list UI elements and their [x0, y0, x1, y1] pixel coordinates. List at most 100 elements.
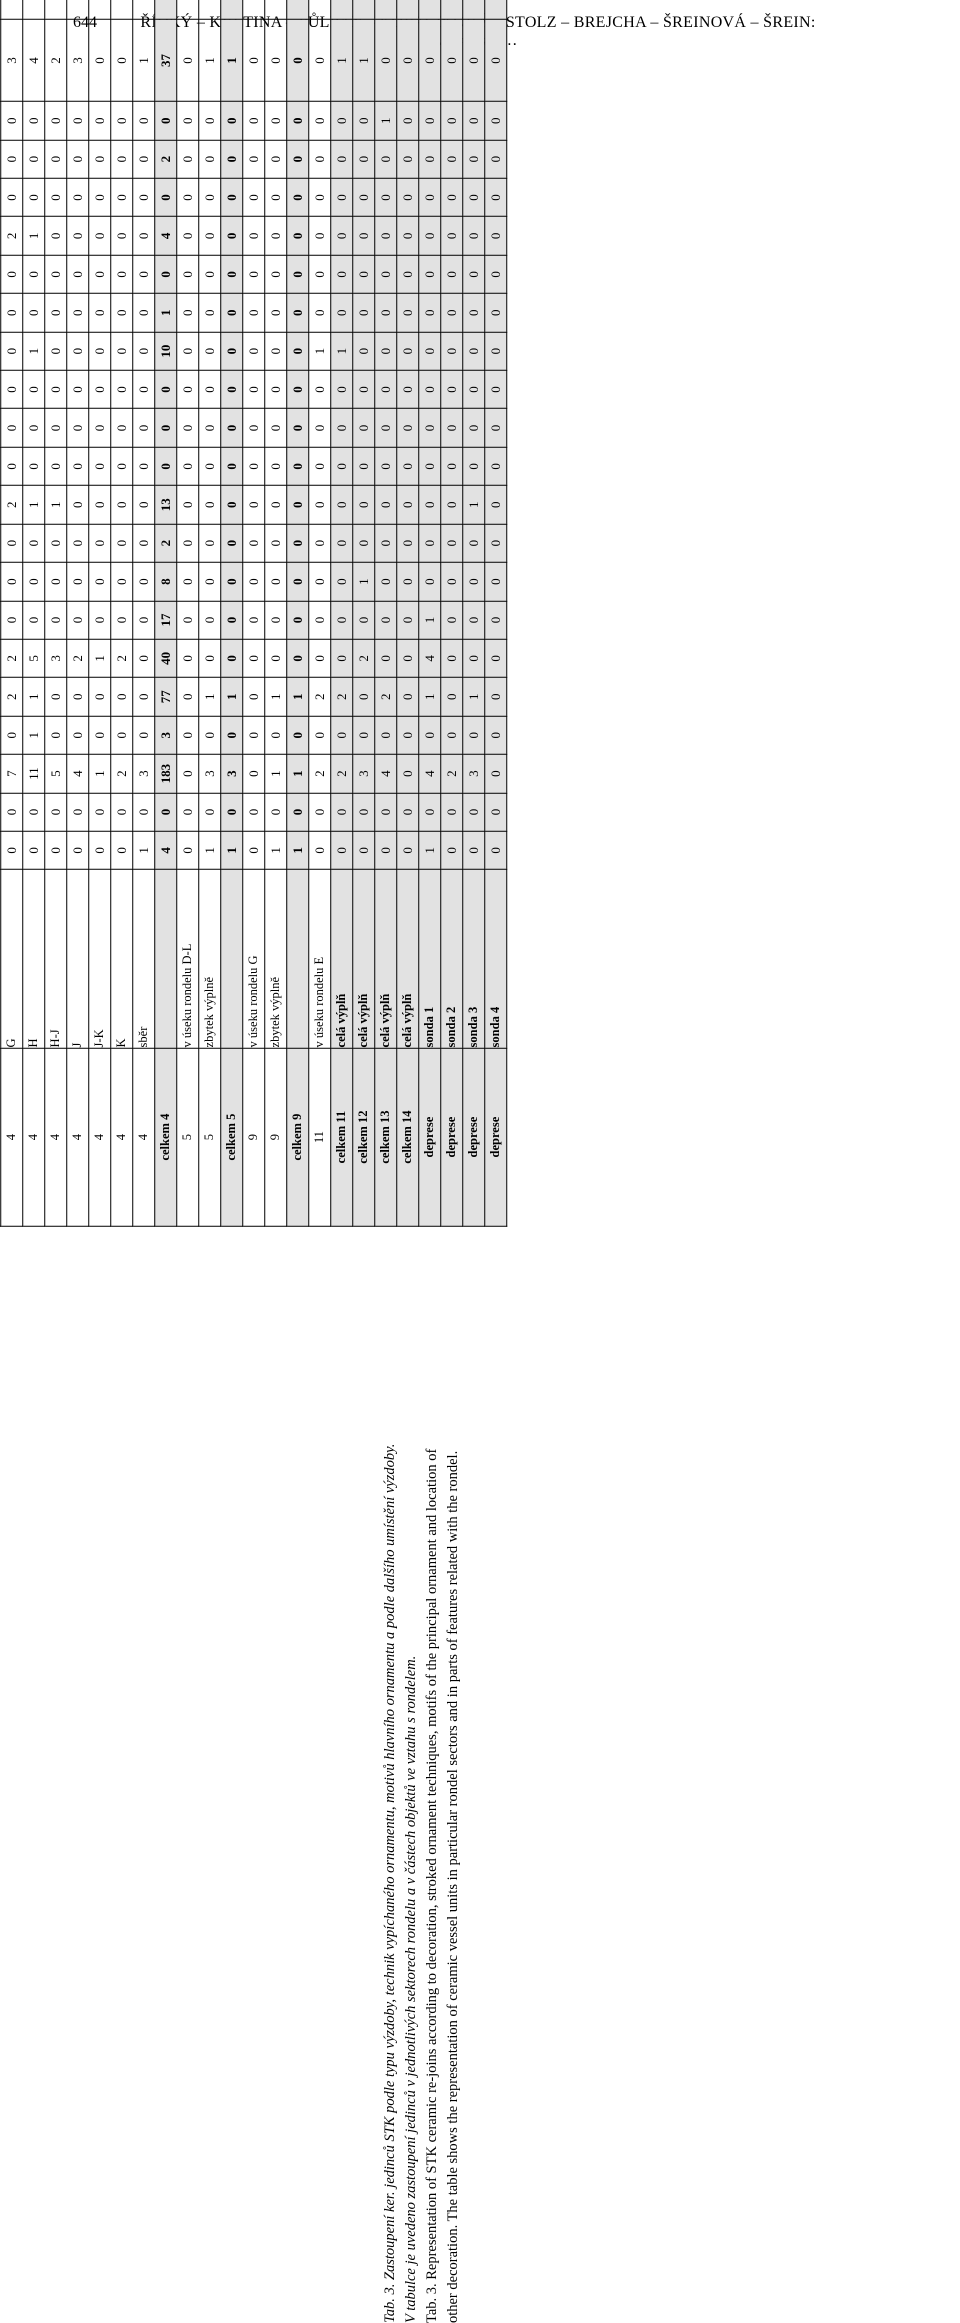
- cell-value: 0: [242, 447, 264, 485]
- cell-value: 0: [176, 486, 198, 524]
- cell-value: 0: [286, 486, 308, 524]
- cell-value: 0: [44, 102, 66, 140]
- cell-sektor: sonda 2: [440, 870, 462, 1048]
- cell-value: 0: [396, 447, 418, 485]
- cell-value: 0: [110, 409, 132, 447]
- cell-value: 0: [132, 370, 154, 408]
- cell-value: 0: [374, 409, 396, 447]
- cell-value: 0: [396, 332, 418, 370]
- cell-value: 1: [198, 678, 220, 716]
- cell-value: 0: [44, 294, 66, 332]
- cell-value: 3: [198, 754, 220, 792]
- cell-value: 0: [330, 601, 352, 639]
- cell-value: 0: [352, 486, 374, 524]
- cell-value: 0: [0, 524, 22, 562]
- cell-value: 1: [44, 486, 66, 524]
- cell-value: 3: [66, 19, 88, 101]
- cell-value: 0: [132, 447, 154, 485]
- cell-value: 0: [264, 716, 286, 754]
- cell-value: 0: [110, 831, 132, 869]
- cell-value: 2: [154, 524, 176, 562]
- cell-value: 0: [352, 370, 374, 408]
- cell-value: 0: [374, 831, 396, 869]
- cell-value: 0: [22, 793, 44, 831]
- cell-value: 0: [352, 409, 374, 447]
- cell-sektor: v úseku rondelu D-L: [176, 870, 198, 1048]
- cell-value: 0: [44, 524, 66, 562]
- cell-value: 0: [110, 294, 132, 332]
- cell-value: 0: [0, 447, 22, 485]
- cell-value: 0: [308, 19, 330, 101]
- cell-value: 0: [198, 370, 220, 408]
- cell-value: 0: [176, 102, 198, 140]
- cell-value: 0: [374, 140, 396, 178]
- cell-value: 1: [330, 332, 352, 370]
- table-row: 4sběr1030000000000000000010: [132, 0, 154, 1226]
- cell-value: 0: [242, 601, 264, 639]
- cell-value: 0: [330, 370, 352, 408]
- cell-value: 0: [44, 831, 66, 869]
- cell-value: 0: [374, 332, 396, 370]
- cell-value: 0: [44, 370, 66, 408]
- cell-value: 0: [418, 716, 440, 754]
- cell-value: 0: [264, 255, 286, 293]
- cell-value: 1: [264, 754, 286, 792]
- cell-value: 0: [132, 140, 154, 178]
- cell-value: 0: [88, 294, 110, 332]
- cell-value: 0: [462, 447, 484, 485]
- cell-value: 2: [352, 639, 374, 677]
- cell-value: 0: [132, 102, 154, 140]
- cell-value: 0: [308, 294, 330, 332]
- cell-value: 0: [264, 601, 286, 639]
- cell-value: 0: [396, 19, 418, 101]
- cell-value: 0: [0, 0, 22, 19]
- cell-value: 0: [220, 332, 242, 370]
- cell-value: 0: [264, 102, 286, 140]
- cell-value: 0: [330, 639, 352, 677]
- cell-value: 0: [66, 332, 88, 370]
- cell-value: 0: [242, 255, 264, 293]
- cell-value: 0: [374, 524, 396, 562]
- cell-value: 0: [396, 370, 418, 408]
- cell-value: 0: [440, 19, 462, 101]
- cell-value: 0: [220, 370, 242, 408]
- cell-value: 0: [220, 102, 242, 140]
- cell-value: 0: [484, 601, 506, 639]
- table-row: 5zbytek výplně1030100000000000000010: [198, 0, 220, 1226]
- cell-value: 0: [396, 601, 418, 639]
- cell-value: 0: [374, 562, 396, 600]
- cell-value: 2: [440, 754, 462, 792]
- cell-value: 0: [176, 217, 198, 255]
- cell-value: 1: [154, 294, 176, 332]
- cell-sektor: celá výplň: [396, 870, 418, 1048]
- cell-value: 0: [484, 524, 506, 562]
- cell-value: 0: [198, 524, 220, 562]
- cell-value: 40: [154, 639, 176, 677]
- cell-value: 0: [88, 140, 110, 178]
- cell-value: 1: [418, 831, 440, 869]
- cell-objekt: 9: [242, 1048, 264, 1226]
- cell-value: 0: [286, 639, 308, 677]
- cell-value: 0: [330, 255, 352, 293]
- cell-value: 0: [154, 178, 176, 216]
- cell-value: 0: [110, 447, 132, 485]
- cell-sektor: G: [0, 870, 22, 1048]
- cell-value: 0: [440, 831, 462, 869]
- cell-value: 0: [418, 178, 440, 216]
- cell-value: 0: [484, 716, 506, 754]
- cell-value: 0: [352, 524, 374, 562]
- cell-value: 0: [484, 140, 506, 178]
- cell-value: 0: [66, 370, 88, 408]
- cell-value: 2: [374, 678, 396, 716]
- cell-value: 0: [308, 0, 330, 19]
- cell-value: 0: [44, 0, 66, 19]
- cell-value: 0: [110, 19, 132, 101]
- cell-value: 0: [308, 716, 330, 754]
- cell-value: 0: [220, 601, 242, 639]
- cell-value: 0: [220, 0, 242, 19]
- cell-value: 0: [110, 601, 132, 639]
- cell-value: 0: [286, 255, 308, 293]
- page: 644 ŘÍDKÝ – KVĚTINA – PŮLPÁN – KOVAČIKOV…: [0, 0, 960, 1734]
- cell-value: 0: [110, 486, 132, 524]
- cell-value: 0: [462, 178, 484, 216]
